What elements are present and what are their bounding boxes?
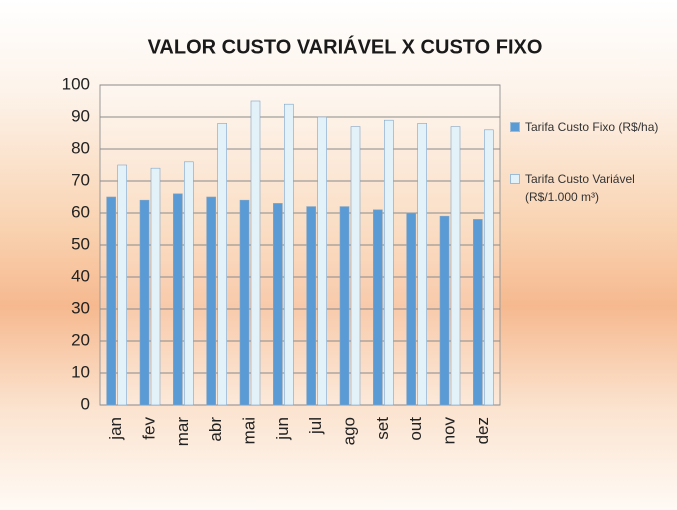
- x-tick-label: mai: [239, 417, 258, 444]
- bar: [350, 126, 361, 406]
- bar: [117, 164, 127, 406]
- bar: [106, 196, 116, 406]
- y-tick-label: 40: [71, 266, 90, 285]
- legend-entry: Tarifa Custo Fixo (R$/ha): [510, 118, 670, 136]
- legend-label: Tarifa Custo Variável (R$/1.000 m³): [525, 172, 635, 204]
- y-tick-label: 80: [71, 138, 90, 157]
- x-tick-label: set: [373, 417, 392, 440]
- x-tick-label: dez: [473, 417, 492, 444]
- legend-entry: Tarifa Custo Variável (R$/1.000 m³): [510, 170, 670, 206]
- y-tick-label: 30: [71, 298, 90, 317]
- bar: [273, 203, 283, 406]
- y-tick-label: 10: [71, 362, 90, 381]
- x-tick-label: mar: [173, 417, 192, 447]
- y-tick-label: 70: [71, 170, 90, 189]
- bar: [417, 123, 427, 406]
- x-tick-label: ago: [339, 417, 358, 445]
- bar: [384, 119, 394, 406]
- x-tick-label: jun: [273, 417, 292, 441]
- bar: [217, 123, 227, 406]
- bar: [450, 126, 461, 406]
- bar: [239, 199, 250, 406]
- bar: [139, 199, 150, 406]
- bar: [284, 103, 294, 406]
- x-tick-label: fev: [139, 417, 158, 440]
- bar: [173, 193, 183, 406]
- x-tick-label: nov: [439, 417, 458, 445]
- legend-swatch: [510, 122, 520, 132]
- y-tick-label: 90: [71, 106, 90, 125]
- legend-swatch: [510, 174, 520, 184]
- y-tick-label: 60: [71, 202, 90, 221]
- bar: [339, 206, 350, 406]
- bar: [317, 116, 327, 406]
- bar: [439, 215, 450, 406]
- y-tick-label: 100: [62, 74, 90, 93]
- x-tick-label: jul: [306, 417, 325, 435]
- bar: [473, 219, 483, 406]
- bar: [484, 129, 494, 406]
- bar: [306, 206, 316, 406]
- bar: [373, 209, 383, 406]
- x-tick-label: abr: [206, 417, 225, 442]
- bar: [184, 161, 194, 406]
- bar: [206, 196, 216, 406]
- x-tick-label: jan: [106, 417, 125, 441]
- legend-label: Tarifa Custo Fixo (R$/ha): [525, 120, 659, 134]
- chart-title: VALOR CUSTO VARIÁVEL X CUSTO FIXO: [148, 35, 543, 58]
- y-tick-label: 50: [71, 234, 90, 253]
- bar: [406, 212, 416, 406]
- legend: Tarifa Custo Fixo (R$/ha) Tarifa Custo Va…: [510, 118, 670, 240]
- y-tick-label: 20: [71, 330, 90, 349]
- y-tick-label: 0: [81, 394, 90, 413]
- bar: [250, 100, 261, 406]
- x-tick-label: out: [406, 417, 425, 441]
- bar: [150, 167, 161, 406]
